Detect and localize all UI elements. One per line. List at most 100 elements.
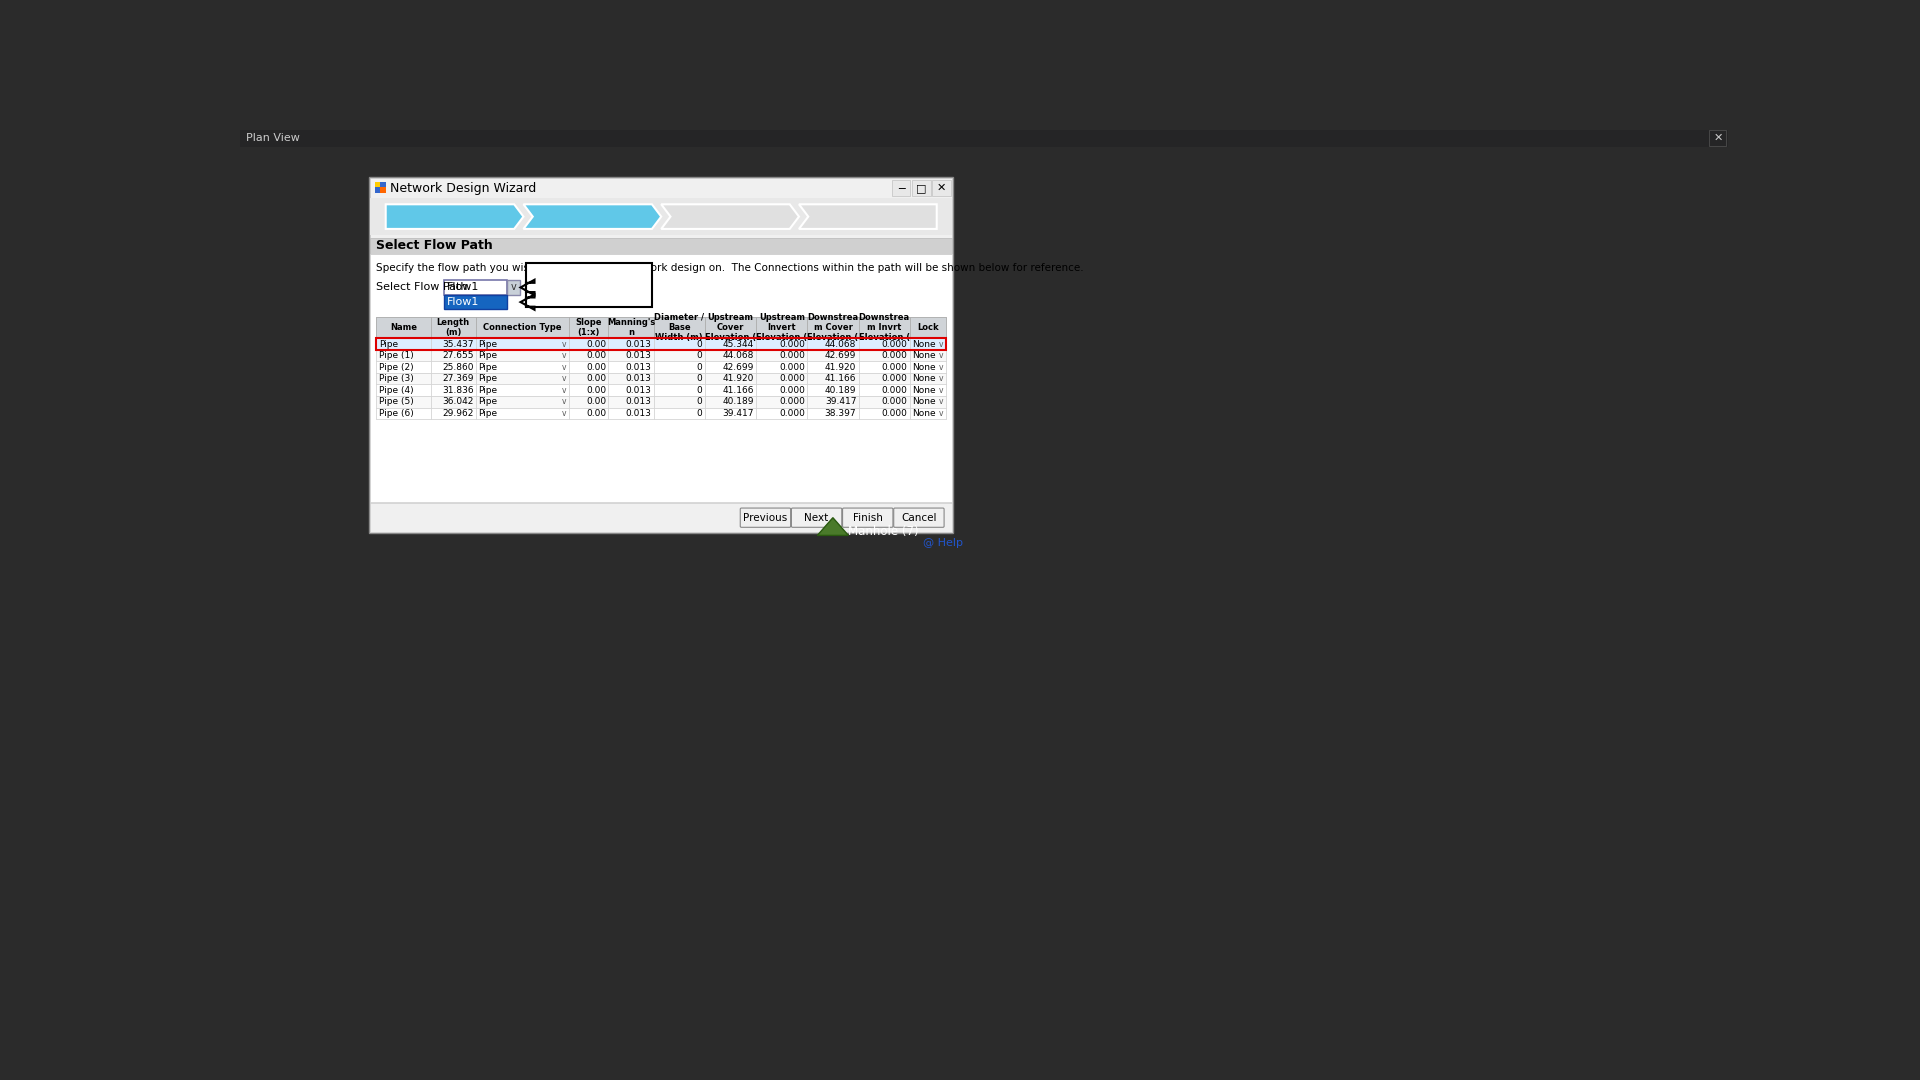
FancyBboxPatch shape [371, 503, 952, 532]
FancyBboxPatch shape [570, 384, 609, 396]
Text: 41.166: 41.166 [826, 374, 856, 383]
FancyBboxPatch shape [376, 384, 947, 396]
Text: None: None [912, 339, 935, 349]
Text: 35.437: 35.437 [442, 339, 474, 349]
FancyBboxPatch shape [476, 316, 570, 338]
FancyBboxPatch shape [756, 384, 808, 396]
FancyBboxPatch shape [756, 373, 808, 384]
FancyBboxPatch shape [380, 187, 386, 192]
FancyBboxPatch shape [808, 373, 858, 384]
FancyBboxPatch shape [371, 198, 952, 235]
FancyBboxPatch shape [910, 316, 947, 338]
Text: v: v [939, 351, 943, 360]
Text: Pipe (4): Pipe (4) [378, 386, 413, 395]
FancyBboxPatch shape [570, 362, 609, 373]
Text: Pipe: Pipe [478, 363, 497, 372]
FancyBboxPatch shape [756, 362, 808, 373]
FancyBboxPatch shape [756, 407, 808, 419]
Text: @ Help: @ Help [924, 538, 962, 548]
FancyBboxPatch shape [931, 180, 950, 195]
Text: Downstrea
m Invrt
Elevation (: Downstrea m Invrt Elevation ( [858, 312, 910, 342]
Text: 0.013: 0.013 [626, 374, 651, 383]
Text: v: v [563, 397, 566, 406]
FancyBboxPatch shape [893, 508, 945, 527]
FancyBboxPatch shape [476, 373, 570, 384]
Text: 0.000: 0.000 [881, 397, 908, 406]
Text: Pipe (6): Pipe (6) [378, 409, 413, 418]
FancyBboxPatch shape [240, 130, 1728, 147]
Text: 0.013: 0.013 [626, 397, 651, 406]
Text: Slope
(1:x): Slope (1:x) [576, 318, 603, 337]
FancyBboxPatch shape [741, 508, 791, 527]
Text: 0.013: 0.013 [626, 409, 651, 418]
Text: v: v [563, 339, 566, 349]
FancyBboxPatch shape [376, 362, 947, 373]
FancyBboxPatch shape [570, 316, 609, 338]
FancyBboxPatch shape [705, 396, 756, 407]
Text: 29.962: 29.962 [442, 409, 474, 418]
Text: Pipe: Pipe [478, 397, 497, 406]
FancyBboxPatch shape [476, 338, 570, 350]
Text: 0.013: 0.013 [626, 386, 651, 395]
FancyBboxPatch shape [791, 508, 841, 527]
FancyBboxPatch shape [376, 350, 430, 362]
FancyBboxPatch shape [705, 316, 756, 338]
Text: 44.068: 44.068 [826, 339, 856, 349]
Text: Manning's
n: Manning's n [607, 318, 655, 337]
Text: Pipe: Pipe [478, 409, 497, 418]
Text: 0.000: 0.000 [780, 374, 804, 383]
Text: Select Flow Path: Select Flow Path [376, 282, 468, 292]
Text: v: v [563, 374, 566, 383]
FancyBboxPatch shape [476, 407, 570, 419]
Text: Previous: Previous [743, 513, 787, 523]
FancyBboxPatch shape [609, 373, 653, 384]
Text: 0.00: 0.00 [586, 351, 607, 360]
Text: 40.189: 40.189 [722, 397, 755, 406]
FancyBboxPatch shape [430, 373, 476, 384]
Text: 0.00: 0.00 [586, 363, 607, 372]
Text: v: v [939, 339, 943, 349]
Text: 42.699: 42.699 [826, 351, 856, 360]
Text: 0.000: 0.000 [881, 351, 908, 360]
Text: 0.00: 0.00 [586, 339, 607, 349]
FancyBboxPatch shape [430, 316, 476, 338]
Text: 0.00: 0.00 [586, 386, 607, 395]
FancyBboxPatch shape [444, 280, 507, 295]
FancyBboxPatch shape [376, 407, 947, 419]
Text: 0: 0 [697, 363, 703, 372]
FancyBboxPatch shape [570, 373, 609, 384]
Text: Name: Name [390, 323, 417, 332]
FancyBboxPatch shape [430, 396, 476, 407]
Text: Pipe: Pipe [478, 374, 497, 383]
Text: v: v [563, 386, 566, 395]
Text: 0.000: 0.000 [780, 409, 804, 418]
FancyBboxPatch shape [476, 396, 570, 407]
Polygon shape [386, 204, 524, 229]
FancyBboxPatch shape [808, 362, 858, 373]
Text: Diameter /
Base
Width (m): Diameter / Base Width (m) [655, 312, 705, 342]
Text: 25.860: 25.860 [442, 363, 474, 372]
FancyBboxPatch shape [653, 338, 705, 350]
Polygon shape [818, 517, 849, 536]
FancyBboxPatch shape [371, 198, 952, 532]
FancyBboxPatch shape [858, 316, 910, 338]
FancyBboxPatch shape [376, 396, 947, 407]
Text: ✕: ✕ [937, 184, 947, 193]
FancyBboxPatch shape [910, 338, 947, 350]
FancyBboxPatch shape [430, 384, 476, 396]
FancyBboxPatch shape [476, 350, 570, 362]
Text: 0: 0 [697, 409, 703, 418]
FancyBboxPatch shape [705, 373, 756, 384]
Text: 0.000: 0.000 [780, 397, 804, 406]
FancyBboxPatch shape [376, 350, 947, 362]
Text: 0.000: 0.000 [780, 339, 804, 349]
FancyBboxPatch shape [374, 181, 386, 192]
FancyBboxPatch shape [371, 254, 952, 501]
FancyBboxPatch shape [705, 362, 756, 373]
FancyBboxPatch shape [369, 177, 952, 534]
Text: 0.000: 0.000 [881, 386, 908, 395]
FancyBboxPatch shape [476, 384, 570, 396]
FancyBboxPatch shape [371, 178, 952, 198]
Text: Specify the flow path you wish to complete the network design on.  The Connectio: Specify the flow path you wish to comple… [376, 262, 1085, 273]
FancyBboxPatch shape [808, 316, 858, 338]
